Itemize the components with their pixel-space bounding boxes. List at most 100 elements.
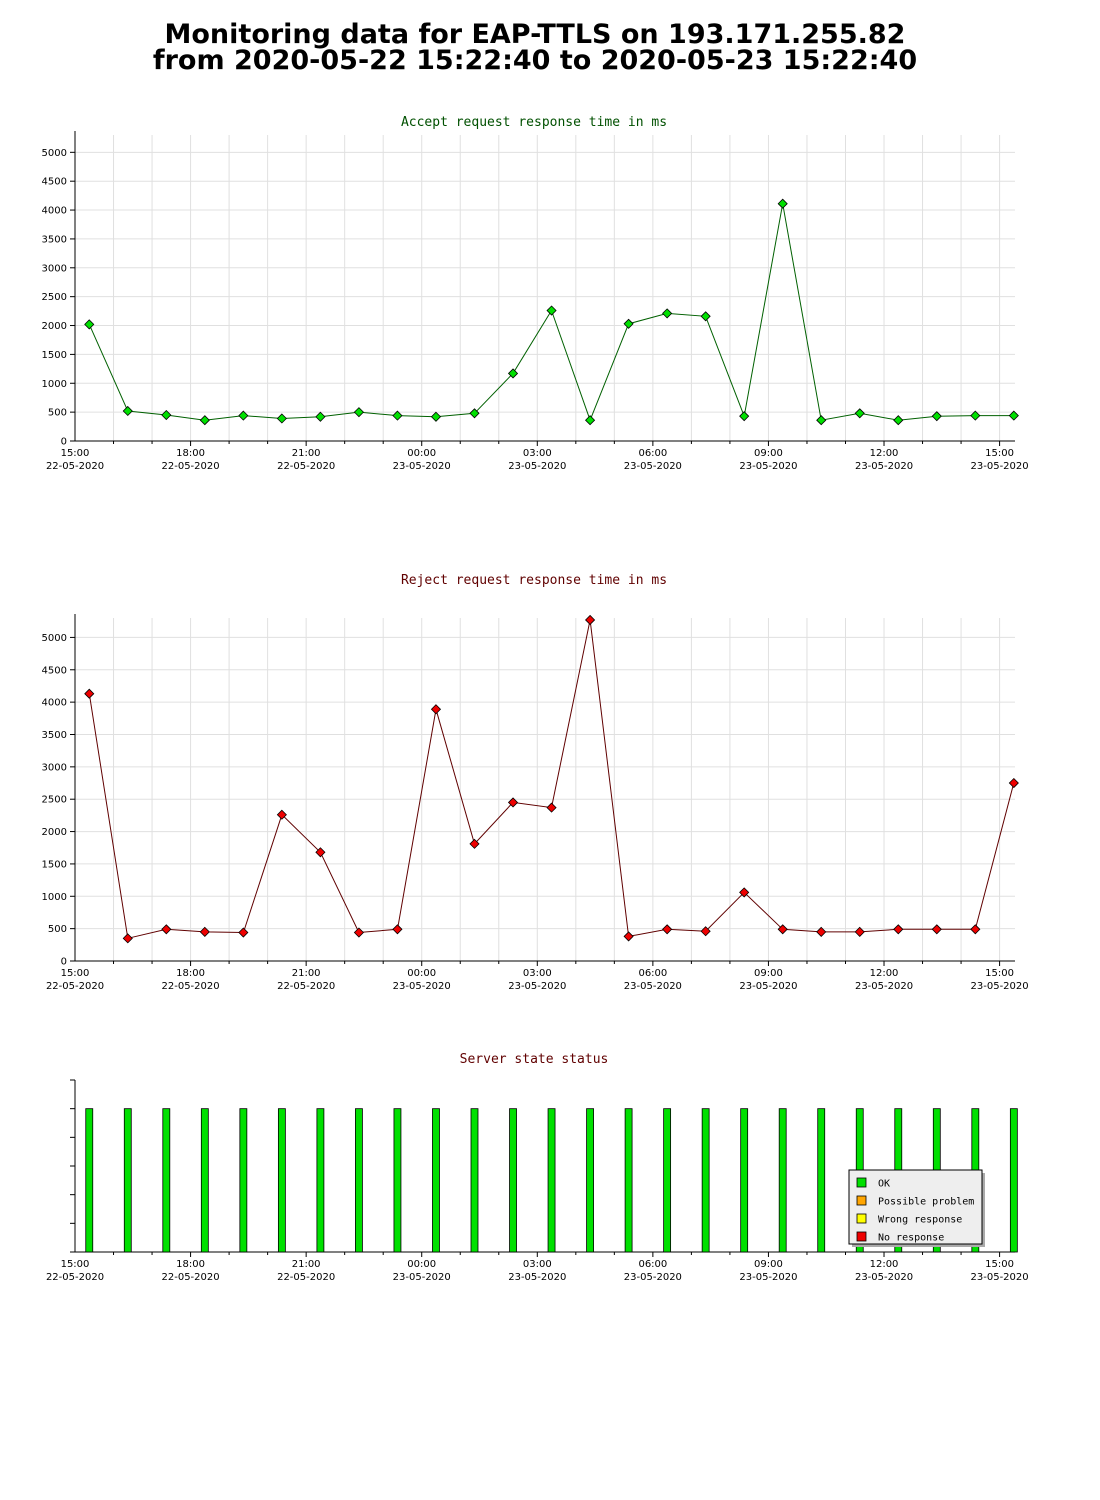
x-tick-label-time: 00:00 xyxy=(407,448,436,459)
data-point xyxy=(315,847,326,858)
x-tick-label-date: 23-05-2020 xyxy=(855,981,913,992)
data-point xyxy=(700,926,711,937)
data-point xyxy=(816,415,827,426)
data-point xyxy=(585,415,596,426)
data-point xyxy=(777,198,788,209)
data-point xyxy=(970,924,981,935)
legend-label: Possible problem xyxy=(878,1197,974,1208)
x-tick-label-date: 22-05-2020 xyxy=(46,461,104,472)
status-bar xyxy=(509,1108,517,1253)
status-bar xyxy=(432,1108,440,1253)
status-bar xyxy=(123,1108,132,1253)
x-tick-label-time: 09:00 xyxy=(754,968,783,979)
x-tick-label-time: 06:00 xyxy=(638,448,667,459)
x-tick-label-date: 23-05-2020 xyxy=(508,1272,566,1283)
data-point xyxy=(199,415,210,426)
x-tick-label-date: 23-05-2020 xyxy=(508,981,566,992)
data-point xyxy=(970,410,981,421)
data-point xyxy=(469,838,480,849)
x-tick-label-time: 12:00 xyxy=(870,968,899,979)
y-tick-label: 2000 xyxy=(42,827,67,838)
data-point xyxy=(122,933,133,944)
y-tick-label: 500 xyxy=(48,924,67,935)
status-bar xyxy=(316,1108,325,1253)
data-point xyxy=(161,409,172,421)
legend-swatch xyxy=(856,1213,867,1224)
data-point xyxy=(739,411,750,422)
x-tick-label-time: 03:00 xyxy=(523,968,552,979)
data-point xyxy=(739,887,750,898)
y-tick-label: 4500 xyxy=(42,177,67,188)
page-title: Monitoring data for EAP-TTLS on 193.171.… xyxy=(0,21,1070,76)
y-tick-label: 1500 xyxy=(42,859,67,870)
x-tick-label-time: 15:00 xyxy=(985,1259,1014,1270)
x-tick-label-date: 22-05-2020 xyxy=(277,461,335,472)
y-tick-label: 0 xyxy=(61,437,67,448)
data-point xyxy=(84,688,95,699)
x-tick-label-date: 23-05-2020 xyxy=(393,1272,451,1283)
x-tick-label-time: 15:00 xyxy=(61,1259,90,1270)
data-point xyxy=(276,809,287,820)
data-point xyxy=(238,927,249,938)
legend-swatch xyxy=(856,1195,867,1206)
status-bar xyxy=(547,1108,556,1253)
data-point xyxy=(1008,410,1019,421)
x-tick-label-date: 23-05-2020 xyxy=(739,1272,797,1283)
x-tick-label-date: 23-05-2020 xyxy=(855,1272,913,1283)
y-tick-label: 4500 xyxy=(42,665,67,676)
data-point xyxy=(662,924,673,935)
status-bar xyxy=(817,1108,826,1253)
legend-swatch xyxy=(856,1177,867,1188)
data-point xyxy=(623,318,634,329)
x-tick-label-time: 18:00 xyxy=(176,968,205,979)
x-tick-label-time: 09:00 xyxy=(754,1259,783,1270)
data-point xyxy=(276,413,287,424)
status-bar xyxy=(277,1108,286,1253)
data-point xyxy=(507,797,519,808)
x-tick-label-date: 22-05-2020 xyxy=(46,981,104,992)
data-point xyxy=(931,411,942,422)
status-bar xyxy=(85,1108,94,1253)
data-point xyxy=(854,408,865,419)
x-tick-label-time: 15:00 xyxy=(985,968,1014,979)
status-bar xyxy=(355,1108,363,1253)
x-tick-label-time: 12:00 xyxy=(870,448,899,459)
data-point xyxy=(546,802,557,813)
data-point xyxy=(507,368,519,379)
y-tick-label: 0 xyxy=(61,957,67,968)
x-tick-label-date: 22-05-2020 xyxy=(277,1272,335,1283)
status-bar xyxy=(393,1108,402,1253)
legend-label: OK xyxy=(878,1179,890,1190)
status-bar xyxy=(239,1108,248,1253)
status-bar xyxy=(624,1108,633,1253)
data-point xyxy=(392,410,403,421)
legend-label: Wrong response xyxy=(878,1215,962,1226)
data-point xyxy=(353,407,364,418)
server-status-chart: Server state status 15:00 22-05-2020 18:00 2… xyxy=(46,1052,1029,1283)
accept-response-chart: Accept request response time in ms 0 500 10… xyxy=(42,115,1029,472)
chart-title: Reject request response time in ms xyxy=(401,573,667,588)
y-tick-label: 3500 xyxy=(42,234,67,245)
x-tick-label-date: 23-05-2020 xyxy=(739,461,797,472)
x-tick-label-date: 22-05-2020 xyxy=(162,981,220,992)
y-tick-label: 4000 xyxy=(42,698,67,709)
page-title-line-2: from 2020-05-22 15:22:40 to 2020-05-23 1… xyxy=(152,45,918,76)
data-point xyxy=(777,924,788,935)
x-tick-label-date: 22-05-2020 xyxy=(162,1272,220,1283)
data-point xyxy=(546,305,557,316)
data-point xyxy=(122,405,133,417)
data-point xyxy=(893,924,904,935)
legend-swatch xyxy=(856,1231,867,1242)
x-tick-label-date: 22-05-2020 xyxy=(277,981,335,992)
x-tick-label-time: 12:00 xyxy=(870,1259,899,1270)
x-tick-label-date: 23-05-2020 xyxy=(739,981,797,992)
data-point xyxy=(1008,777,1019,789)
y-tick-label: 4000 xyxy=(42,206,67,217)
x-tick-label-time: 15:00 xyxy=(61,968,90,979)
y-tick-label: 3000 xyxy=(42,762,67,773)
x-tick-label-time: 21:00 xyxy=(292,1259,321,1270)
x-tick-label-time: 03:00 xyxy=(523,1259,552,1270)
x-tick-label-time: 06:00 xyxy=(638,1259,667,1270)
status-bar xyxy=(586,1108,594,1253)
data-point xyxy=(161,924,172,935)
